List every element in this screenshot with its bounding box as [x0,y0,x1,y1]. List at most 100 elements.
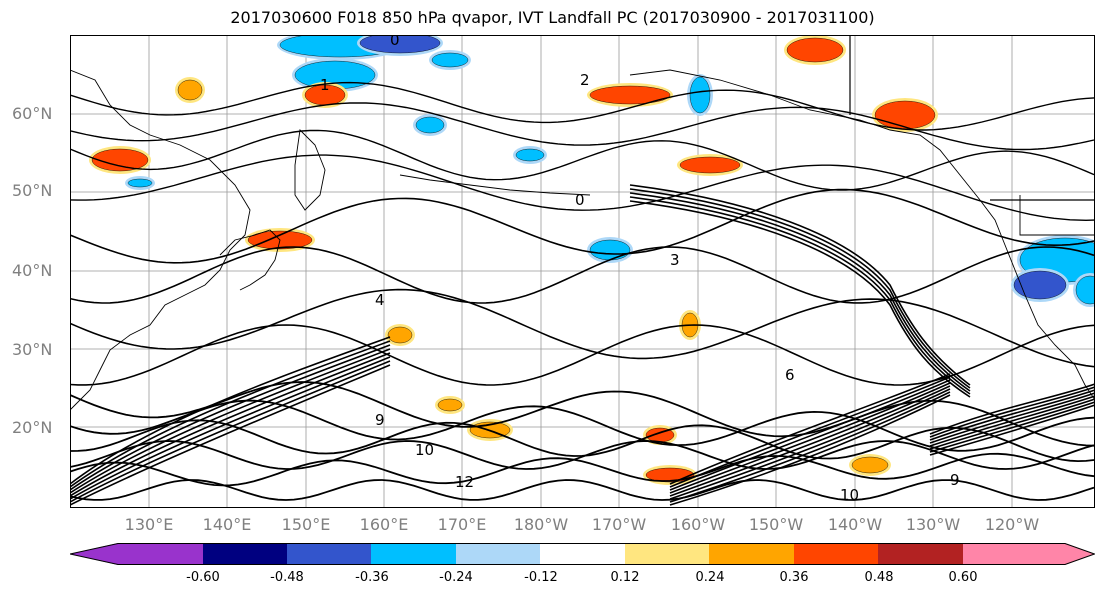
contour-line [70,364,391,506]
colorbar-tick: 0.48 [864,570,894,585]
contour-label: 2 [580,71,590,89]
contour-line [669,379,951,491]
contour-line [929,401,1095,453]
colorbar-tick: 0.60 [948,570,978,585]
ivt-contours [70,81,1095,506]
contour-line [70,102,1095,151]
shading-blob [415,116,445,134]
contour-line [70,352,391,497]
lon-label-160E: 160°E [359,515,409,534]
contour-line [929,398,1095,450]
contour-line [629,192,971,392]
contour-line [929,389,1095,441]
contour-label: 9 [375,411,385,429]
colorbar-tick: -0.60 [186,570,220,585]
colorbar-segment [794,543,878,565]
contour-line [70,452,1095,487]
na-westcoast [979,199,1095,401]
kamchatka-coastline [294,129,326,211]
colorbar-extend-high [1065,543,1095,565]
contour-line [70,399,1095,452]
shading-blob [874,100,936,130]
contour-line [929,395,1095,447]
shading-blob [431,52,469,68]
contour-line [669,376,951,488]
lat-label-60N: 60°N [12,104,53,123]
colorbar-segment [878,543,963,565]
shading-blob [689,76,711,114]
contour-line [70,288,1095,368]
aleutian-islands [399,174,591,196]
contour-label: 0 [390,35,400,49]
contour-line [70,81,1095,131]
contour-line [70,154,1095,222]
contour-label: 12 [455,473,474,491]
shading-blob [679,156,741,174]
lon-label-130W: 130°W [905,515,961,534]
contour-label: 1 [320,76,330,94]
shading-blob [127,178,153,188]
shading-blob [851,456,889,474]
bc-border [1019,195,1095,236]
colorbar-segment [963,543,1065,565]
figure-title: 2017030600 F018 850 hPa qvapor, IVT Land… [230,8,875,27]
colorbar-extend-low [70,543,118,565]
contour-line [70,348,391,494]
lon-label-170W: 170°W [591,515,647,534]
alaska-coastline [629,69,981,201]
colorbar-segment [371,543,456,565]
contour-line [70,188,1095,264]
contour-line [70,246,1095,304]
shading-blob [177,79,203,101]
colorbar-segment [456,543,540,565]
contour-label: 9 [950,471,960,489]
shading-blob [1013,270,1067,300]
lat-label-50N: 50°N [12,181,53,200]
colorbar [70,543,1095,565]
lon-label-130E: 130°E [124,515,174,534]
japan-coastline [219,229,281,291]
colorbar-tick: -0.24 [439,570,473,585]
colorbar-segment [709,543,794,565]
colorbar-tick: 0.24 [695,570,725,585]
shading-blob [589,85,671,105]
colorbar-segment [287,543,371,565]
contour-line [629,196,971,395]
shading-blob [1075,275,1095,305]
lat-label-40N: 40°N [12,261,53,280]
lon-label-120W: 120°W [984,515,1040,534]
lon-label-170E: 170°E [437,515,487,534]
contour-line [929,386,1095,438]
contour-line [70,360,391,503]
contour-line [70,344,391,491]
colorbar-tick: 0.36 [779,570,809,585]
contour-line [929,392,1095,444]
contour-line [669,373,951,485]
shading-blob [515,148,545,162]
colorbar-tick: -0.48 [270,570,304,585]
contour-label: 10 [415,441,434,459]
contour-line [669,388,951,500]
colorbar-segment [625,543,709,565]
shading-blob [91,148,149,172]
colorbar-segments [70,543,1095,565]
contour-label: 3 [670,251,680,269]
contour-line [70,356,391,500]
lon-label-150E: 150°E [281,515,331,534]
map-frame [70,35,1095,508]
contour-line [669,394,951,506]
lon-label-160W: 160°W [670,515,726,534]
lon-label-140E: 140°E [202,515,252,534]
colorbar-segment [540,543,625,565]
lon-label-150W: 150°W [748,515,804,534]
lon-label-140W: 140°W [827,515,883,534]
shading-blob [387,326,413,344]
colorbar-segment [118,543,203,565]
contour-line [669,391,951,503]
contour-line [929,404,1095,456]
lat-label-20N: 20°N [12,418,53,437]
contour-line [669,385,951,497]
contour-line [669,382,951,494]
